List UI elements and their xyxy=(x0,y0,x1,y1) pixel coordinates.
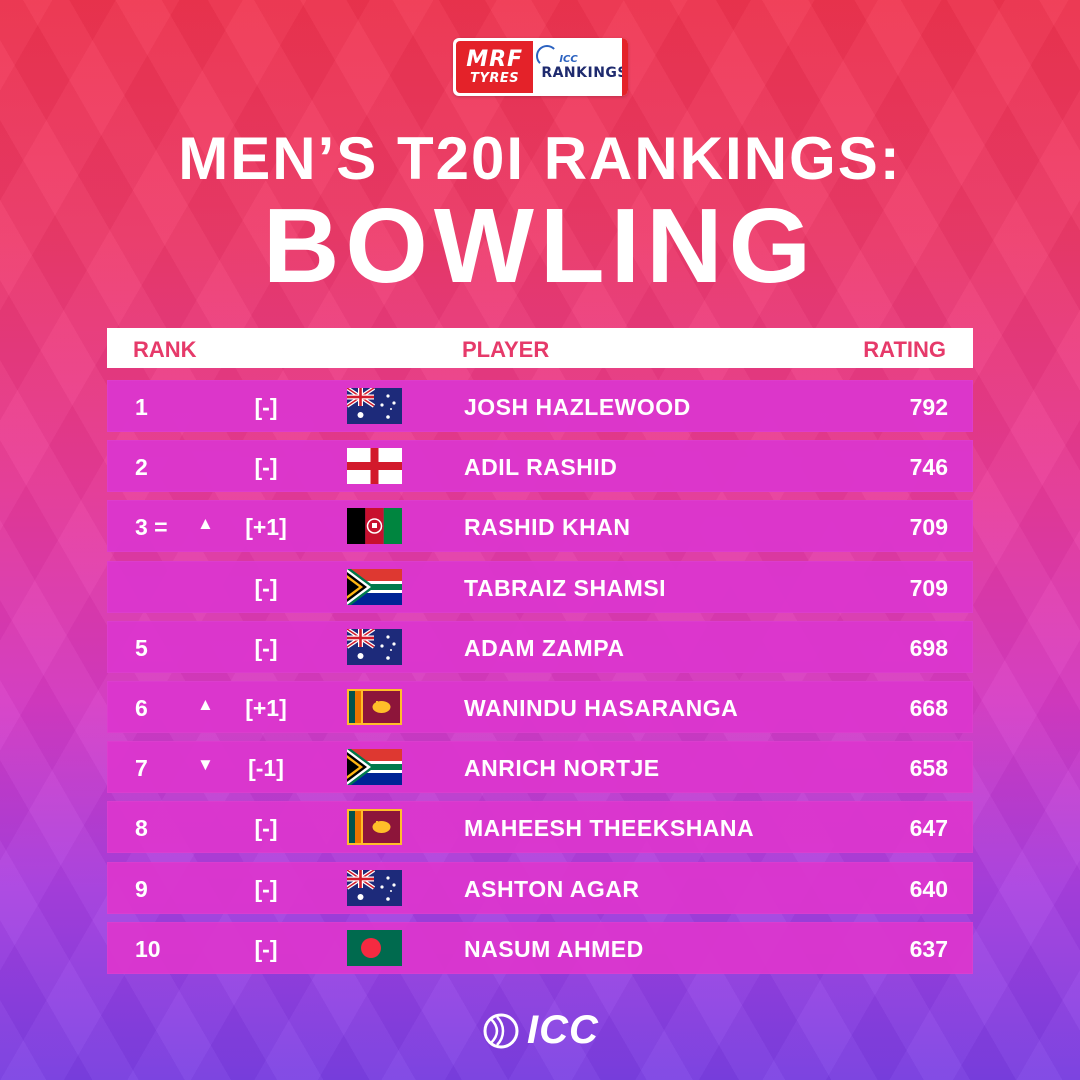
rank-change: [-1] xyxy=(248,755,284,782)
rank-cell: 1 xyxy=(135,394,148,420)
table-row: 1 [-] JOSH HAZLEWOOD 792 xyxy=(107,380,973,432)
rating-value: 709 xyxy=(909,514,948,541)
sri-lanka-flag-icon xyxy=(347,809,402,845)
rank-change: [-] xyxy=(254,454,278,481)
player-name: MAHEESH THEEKSHANA xyxy=(464,815,755,842)
rank-change: [+1] xyxy=(245,514,287,541)
south-africa-flag-icon xyxy=(347,569,402,605)
movement-arrow-icon: ▲ xyxy=(197,514,214,534)
rank-change: [-] xyxy=(254,574,278,601)
table-row: 10 [-] NASUM AHMED 637 xyxy=(107,921,973,974)
rating-value: 658 xyxy=(909,755,948,782)
player-name: RASHID KHAN xyxy=(464,514,631,541)
rating-value: 698 xyxy=(909,634,948,661)
rank-cell: 2 xyxy=(135,454,148,481)
rank-cell: 9 xyxy=(135,875,148,902)
sponsor-subname: TYRES xyxy=(470,71,520,86)
icc-rankings-logo: ICC RANKINGS xyxy=(533,38,628,96)
sri-lanka-flag-icon xyxy=(347,689,402,725)
page-title: MEN’S T20I RANKINGS: xyxy=(178,125,902,192)
table-row: 9 [-] ASHTON AGAR 640 xyxy=(107,861,973,914)
icc-swoosh-icon xyxy=(536,45,559,67)
player-name: TABRAIZ SHAMSI xyxy=(464,574,667,601)
logo-edge xyxy=(622,38,628,96)
rankings-label: RANKINGS xyxy=(541,64,628,81)
table-row: 5 [-] ADAM ZAMPA 698 xyxy=(107,620,973,673)
mrf-icc-rankings-logo: MRF TYRES ICC RANKINGS xyxy=(453,38,628,96)
page-subtitle: BOWLING xyxy=(262,187,818,305)
rank-cell: 8 xyxy=(135,815,148,842)
table-header: RANK PLAYER RATING xyxy=(107,328,973,368)
south-africa-flag-icon xyxy=(347,749,402,785)
header-player: PLAYER xyxy=(462,337,550,362)
table-row: 8 [-] MAHEESH THEEKSHANA 647 xyxy=(107,801,973,854)
table-row: 2 [-] ADIL RASHID 746 xyxy=(107,440,973,493)
rank-change: [-] xyxy=(254,815,278,842)
australia-flag-icon xyxy=(347,629,402,665)
header-rank: RANK xyxy=(133,337,197,362)
header-rating: RATING xyxy=(863,337,946,362)
movement-arrow-icon: ▼ xyxy=(197,755,214,775)
rank-cell: 5 xyxy=(135,634,148,661)
table-row: 6 ▲ [+1] WANINDU HASARANGA 668 xyxy=(107,680,973,733)
table-row: [-] TABRAIZ SHAMSI 709 xyxy=(107,560,973,613)
player-name: ADIL RASHID xyxy=(464,454,618,481)
movement-arrow-icon: ▲ xyxy=(197,694,214,714)
player-name: ASHTON AGAR xyxy=(464,875,640,902)
bangladesh-flag-icon xyxy=(347,930,402,966)
sponsor-name: MRF xyxy=(466,47,524,72)
player-name: WANINDU HASARANGA xyxy=(464,694,739,721)
icc-footer-logo: ICC xyxy=(0,1008,1080,1053)
mrf-tyres-logo: MRF TYRES xyxy=(456,41,534,93)
afghanistan-flag-icon xyxy=(347,508,402,544)
icc-ball-icon xyxy=(483,1013,519,1048)
rating-value: 668 xyxy=(909,694,948,721)
icc-brand: ICC xyxy=(527,1008,599,1052)
rating-value: 746 xyxy=(909,454,948,481)
table-row: 3 = ▲ [+1] RASHID KHAN 709 xyxy=(107,500,973,553)
rating-value: 709 xyxy=(909,574,948,601)
rank-cell: 7 xyxy=(135,755,148,782)
player-name: ADAM ZAMPA xyxy=(464,634,625,661)
rank-change: [-] xyxy=(254,875,278,902)
rank-change: [+1] xyxy=(245,694,287,721)
player-name: NASUM AHMED xyxy=(464,935,644,962)
player-name: JOSH HAZLEWOOD xyxy=(464,394,691,420)
rank-change: [-] xyxy=(254,935,278,962)
australia-flag-icon xyxy=(347,388,402,424)
player-name: ANRICH NORTJE xyxy=(464,755,660,782)
rating-value: 647 xyxy=(909,815,948,842)
table-row: 7 ▼ [-1] ANRICH NORTJE 658 xyxy=(107,741,973,794)
rank-cell: 6 xyxy=(135,694,148,721)
rankings-table: 1 [-] JOSH HAZLEWOOD 792 2 [-] ADIL RASH… xyxy=(107,380,973,982)
australia-flag-icon xyxy=(347,870,402,906)
england-flag-icon xyxy=(347,448,402,484)
rank-cell: 3 = xyxy=(135,514,168,541)
icc-label: ICC xyxy=(559,53,578,65)
rating-value: 640 xyxy=(909,875,948,902)
rank-cell: 10 xyxy=(135,935,161,962)
rank-change: [-] xyxy=(254,394,278,420)
rating-value: 637 xyxy=(909,935,948,962)
rank-change: [-] xyxy=(254,634,278,661)
rating-value: 792 xyxy=(909,394,948,420)
